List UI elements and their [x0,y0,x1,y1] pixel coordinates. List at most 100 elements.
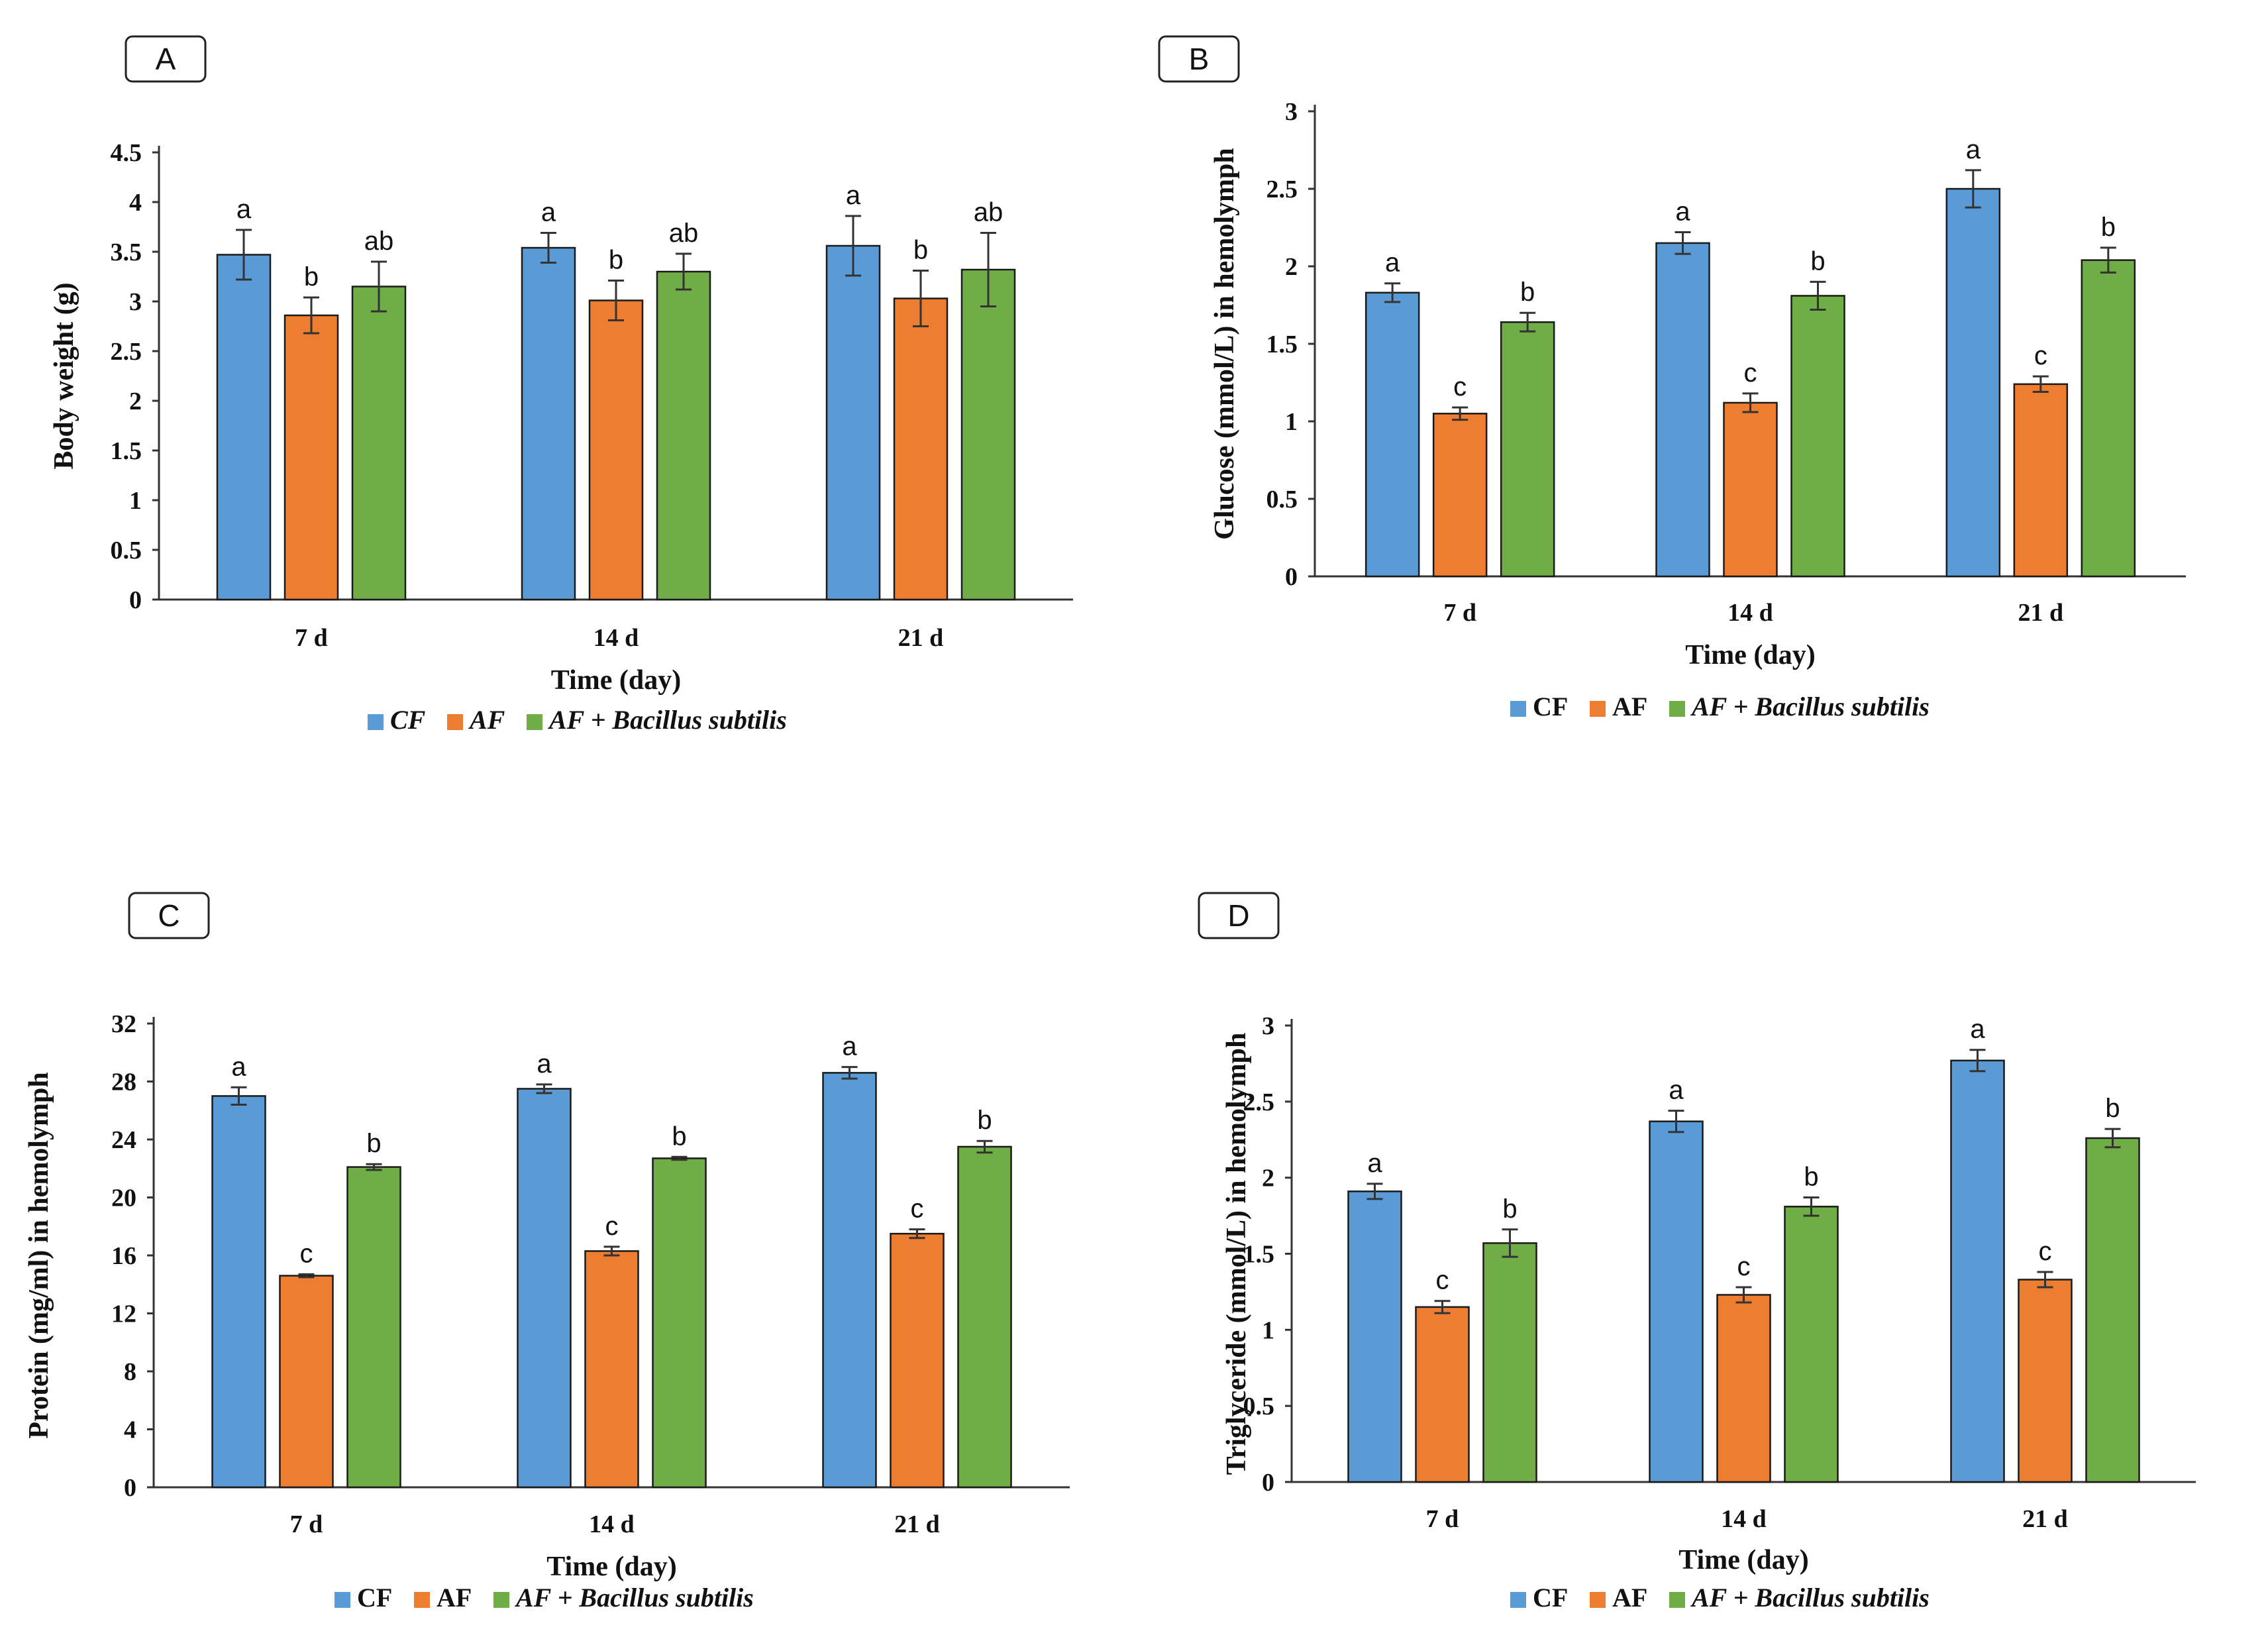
legend-label-af: AF [1612,692,1647,721]
significance-label: ab [364,227,394,256]
x-tick-label: 7 d [1443,599,1476,627]
error-bar [671,1155,688,1161]
error-bar [541,232,556,264]
significance-label: b [2101,213,2116,242]
x-tick-label: 14 d [593,624,639,652]
x-tick-label: 14 d [1721,1505,1767,1533]
error-bar [1965,169,1981,209]
panel-label: C [158,898,180,933]
error-bar [976,1139,993,1154]
legend-label-af: AF [437,1583,472,1612]
error-bar [1434,1300,1451,1314]
y-tick-label: 0 [1285,563,1298,591]
error-bar [231,1086,247,1106]
significance-label: c [2039,1237,2052,1266]
significance-label: b [304,262,319,291]
significance-label: b [1810,246,1825,276]
y-tick-label: 8 [124,1358,136,1386]
legend-swatch-af-bacillus-subtilis [527,714,542,730]
legend-label-cf: CF [1533,692,1568,721]
y-tick-label: 2 [1262,1165,1274,1192]
significance-label: a [1966,135,1981,164]
bar-af-14-d [588,299,644,601]
chart-panel-b: B 0 0.5 1 1.5 2 2.5 3 Glucose (mmol/L) in hemoly… [1158,35,2186,721]
panel-label-box [125,35,207,83]
y-tick-label: 32 [111,1010,136,1038]
significance-label: c [2034,341,2047,370]
error-bar [236,229,252,281]
legend-label-af-bacillus-subtilis: AF + Bacillus subtilis [1690,692,1930,721]
significance-label: c [911,1194,924,1224]
bar-af-14-d [1716,1294,1771,1483]
x-axis-title: Time (day) [551,665,681,696]
significance-label: c [1744,358,1757,388]
error-bar [303,296,319,335]
y-tick-label: 2.5 [1243,1088,1275,1116]
x-tick-label: 21 d [2018,599,2064,627]
y-tick-label: 0 [129,586,142,614]
y-tick-label: 1.5 [111,437,142,465]
significance-label: c [1737,1252,1751,1281]
significance-label: b [366,1129,381,1158]
error-bar [980,232,996,307]
significance-label: b [1502,1194,1517,1224]
error-bar [1735,1286,1752,1304]
y-tick-label: 0.5 [1243,1393,1275,1420]
bar-af-bacillus-subtilis-7-d [1500,321,1555,578]
y-tick-label: 20 [111,1185,136,1212]
y-tick-label: 1 [1285,408,1298,436]
y-axis-title: Body weight (g) [49,282,79,469]
x-tick-label: 21 d [2022,1505,2068,1533]
significance-label: b [913,236,928,265]
legend-swatch-cf [335,1592,350,1608]
bar-cf-21-d [822,1072,877,1489]
y-tick-label: 2 [1285,253,1298,281]
bar-af-21-d [890,1232,945,1489]
significance-label: b [1520,278,1535,307]
error-bar [845,215,861,277]
legend-label-af-bacillus-subtilis: AF + Bacillus subtilis [514,1583,754,1612]
error-bar [1384,282,1401,303]
legend-swatch-af-bacillus-subtilis [1669,701,1685,717]
significance-label: b [977,1106,992,1135]
bar-cf-7-d [216,254,272,601]
y-tick-label: 0 [124,1474,136,1502]
legend-swatch-af-bacillus-subtilis [493,1592,509,1608]
y-tick-label: 1.5 [1266,331,1298,358]
error-bar [366,1163,382,1171]
error-bar [676,252,692,291]
y-tick-label: 3 [129,288,142,316]
y-tick-label: 4.5 [111,139,142,167]
legend-label-af-bacillus-subtilis: AF + Bacillus subtilis [1690,1583,1930,1612]
significance-label: c [1453,372,1467,401]
bar-af-14-d [584,1250,639,1489]
bar-cf-7-d [1365,291,1420,578]
y-tick-label: 16 [111,1242,136,1270]
error-bar [913,270,929,327]
error-bar [371,260,387,313]
bar-af-7-d [1432,413,1488,578]
y-tick-label: 0.5 [1266,486,1298,513]
error-bar [1969,1049,1986,1073]
y-tick-label: 12 [111,1300,136,1328]
error-bar [2037,1271,2053,1289]
bar-af-21-d [2013,383,2069,578]
bar-af-7-d [284,314,339,601]
panel-label-box [1158,35,1240,83]
y-tick-label: 0.5 [111,537,142,564]
legend-label-af: AF [1612,1583,1647,1612]
significance-label: a [846,181,861,210]
significance-label: a [236,195,252,224]
error-bar [608,280,624,321]
error-bar [1668,1110,1684,1134]
panel-label-box [1198,892,1280,939]
bar-cf-21-d [825,244,881,601]
panel-label: B [1189,42,1210,76]
legend-label-cf: CF [1533,1583,1568,1612]
error-bar [2032,375,2049,394]
bar-af-bacillus-subtilis-21-d [957,1145,1012,1489]
x-tick-label: 7 d [1426,1505,1459,1533]
x-tick-label: 7 d [295,624,328,652]
bar-cf-21-d [1950,1059,2005,1483]
bar-af-bacillus-subtilis-14-d [652,1157,707,1489]
